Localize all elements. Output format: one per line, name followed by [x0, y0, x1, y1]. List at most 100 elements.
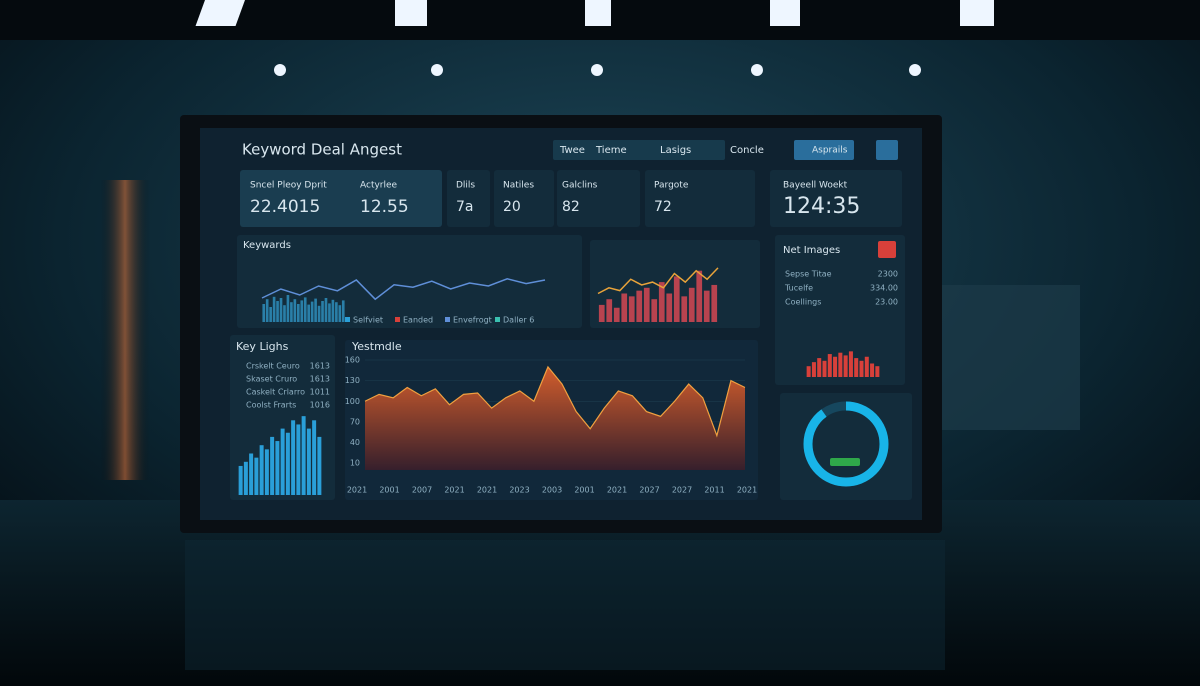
kpi-label: Dlils	[456, 181, 475, 191]
bar	[310, 301, 314, 322]
legend-swatch	[495, 317, 500, 322]
panel	[447, 170, 490, 227]
x-tick-label: 2003	[542, 486, 562, 495]
y-tick-label: 40	[350, 438, 360, 447]
kpi-value: 20	[503, 199, 521, 215]
donut-arc	[803, 401, 889, 487]
x-tick-label: 2023	[509, 486, 529, 495]
row-value: 334.00	[870, 284, 898, 293]
kpi-label: Bayeell Woekt	[783, 181, 848, 191]
panel	[240, 170, 442, 227]
row-label: Caskelt Crlarro	[246, 388, 305, 397]
legend-label: Daller 6	[503, 316, 534, 325]
bar	[301, 416, 306, 495]
row-value: 1613	[310, 375, 330, 384]
legend-swatch	[395, 317, 400, 322]
bar	[317, 305, 321, 322]
panel-title: Net Images	[783, 245, 840, 256]
bar	[321, 301, 324, 322]
line	[597, 267, 719, 295]
x-tick-label: 2021	[607, 486, 627, 495]
bar	[827, 354, 832, 377]
panel-title: Yestmdle	[351, 340, 402, 353]
bar	[335, 302, 338, 322]
bar	[290, 302, 293, 322]
bar	[286, 295, 290, 322]
donut-badge	[830, 458, 860, 466]
control[interactable]: Tieme	[595, 145, 627, 156]
kpi-label: Pargote	[654, 181, 689, 191]
control[interactable]: Twee	[559, 145, 585, 156]
bar	[249, 453, 254, 495]
x-tick-label: 2027	[639, 486, 659, 495]
bar	[303, 297, 307, 322]
bar	[598, 304, 605, 322]
toolbar	[553, 140, 725, 160]
bar	[651, 299, 658, 322]
bar	[291, 420, 296, 495]
legend-swatch	[445, 317, 450, 322]
x-tick-label: 2021	[477, 486, 497, 495]
bar	[243, 461, 248, 495]
legend-swatch	[345, 317, 350, 322]
kpi-value: 22.4015	[250, 197, 320, 217]
bar	[703, 290, 710, 322]
control[interactable]: Lasigs	[660, 145, 691, 156]
x-tick-label: 2007	[412, 486, 432, 495]
icon-button[interactable]	[876, 140, 898, 160]
row-label: Sepse Titae	[785, 270, 832, 279]
bar	[806, 366, 811, 377]
bar	[262, 304, 266, 322]
bar	[666, 293, 673, 322]
bar	[681, 296, 688, 322]
bar	[275, 441, 280, 495]
row-label: Coolst Frarts	[246, 401, 296, 410]
bar	[296, 424, 301, 495]
bar	[328, 303, 331, 322]
bar	[822, 360, 827, 377]
bar	[854, 358, 859, 377]
row-value: 1613	[310, 362, 330, 371]
bar	[338, 305, 342, 322]
legend-label: Selfviet	[353, 316, 383, 325]
dashboard: Keyword Deal Angest Twee Tieme Lasigs Concle…	[230, 140, 912, 500]
kpi-label: Sncel Pleoy Dprit	[250, 181, 327, 191]
button[interactable]	[794, 140, 854, 160]
bar	[711, 284, 718, 322]
kpi-value: 82	[562, 199, 580, 215]
bar	[265, 299, 269, 322]
x-tick-label: 2021	[737, 486, 757, 495]
button-label[interactable]: Asprails	[812, 146, 848, 156]
bar	[628, 296, 635, 322]
reflection	[185, 540, 945, 670]
bar	[269, 307, 272, 322]
kpi-value: 72	[654, 199, 672, 215]
panel	[645, 170, 755, 227]
y-tick-label: 100	[345, 397, 360, 406]
bar	[307, 304, 311, 322]
kpi-value: 124:35	[783, 194, 860, 219]
bar	[272, 296, 276, 322]
y-tick-label: 160	[345, 356, 360, 365]
bar	[300, 300, 304, 322]
bar	[864, 356, 869, 377]
bar	[254, 457, 259, 495]
row-value: 2300	[878, 270, 898, 279]
bar	[238, 465, 243, 495]
panel	[770, 170, 902, 227]
bar	[314, 298, 317, 322]
panel	[775, 235, 905, 385]
bar	[270, 436, 275, 495]
control[interactable]: Concle	[730, 145, 764, 156]
y-tick-label: 130	[345, 376, 360, 385]
x-tick-label: 2011	[704, 486, 724, 495]
bar	[875, 366, 880, 377]
bar	[817, 358, 822, 377]
kpi-label: Natiles	[503, 181, 534, 191]
close-button[interactable]	[878, 241, 896, 258]
panel	[494, 170, 554, 227]
row-label: Crskelt Ceuro	[246, 362, 300, 371]
kpi-value: 12.55	[360, 197, 409, 217]
bar	[673, 276, 680, 322]
